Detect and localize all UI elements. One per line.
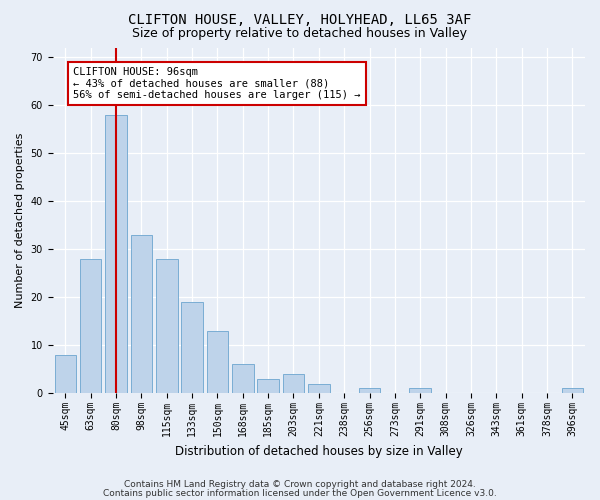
Bar: [359, 388, 380, 394]
Bar: [308, 384, 329, 394]
Bar: [283, 374, 304, 394]
Bar: [206, 331, 228, 394]
Text: Contains public sector information licensed under the Open Government Licence v3: Contains public sector information licen…: [103, 488, 497, 498]
Bar: [257, 379, 279, 394]
Y-axis label: Number of detached properties: Number of detached properties: [15, 132, 25, 308]
Text: Size of property relative to detached houses in Valley: Size of property relative to detached ho…: [133, 28, 467, 40]
X-axis label: Distribution of detached houses by size in Valley: Distribution of detached houses by size …: [175, 444, 463, 458]
Bar: [232, 364, 254, 394]
Bar: [105, 114, 127, 394]
Bar: [55, 355, 76, 394]
Text: Contains HM Land Registry data © Crown copyright and database right 2024.: Contains HM Land Registry data © Crown c…: [124, 480, 476, 489]
Bar: [562, 388, 583, 394]
Bar: [156, 259, 178, 394]
Bar: [80, 259, 101, 394]
Bar: [131, 235, 152, 394]
Text: CLIFTON HOUSE, VALLEY, HOLYHEAD, LL65 3AF: CLIFTON HOUSE, VALLEY, HOLYHEAD, LL65 3A…: [128, 12, 472, 26]
Bar: [409, 388, 431, 394]
Text: CLIFTON HOUSE: 96sqm
← 43% of detached houses are smaller (88)
56% of semi-detac: CLIFTON HOUSE: 96sqm ← 43% of detached h…: [73, 66, 361, 100]
Bar: [181, 302, 203, 394]
